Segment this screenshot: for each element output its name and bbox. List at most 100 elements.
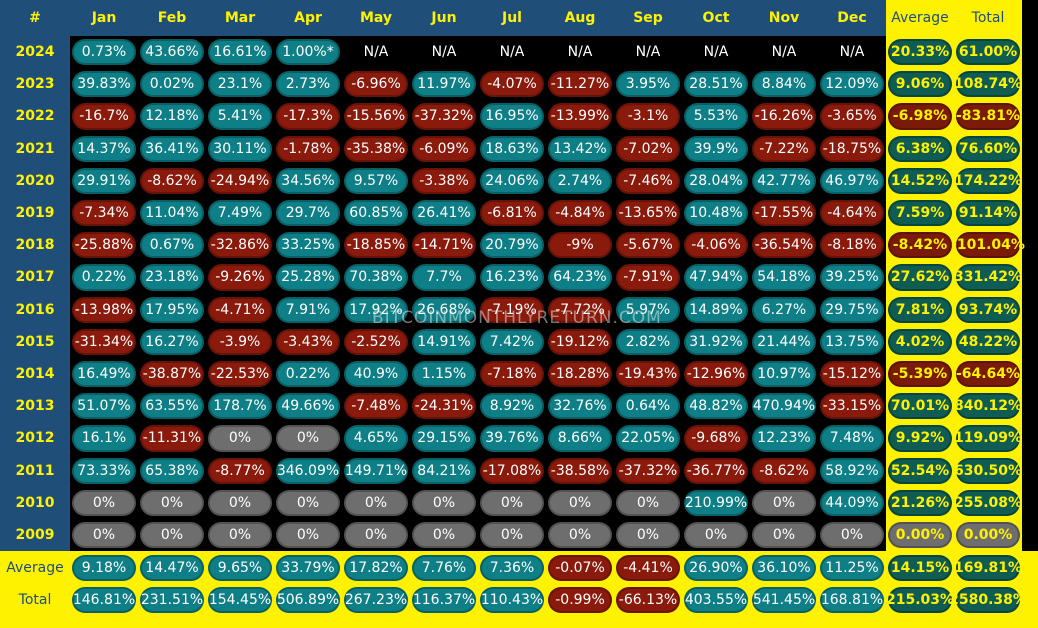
summary-total-aug: -0.99%	[548, 587, 612, 614]
return-cell-2020-dec: 46.97%	[820, 167, 884, 194]
return-cell-2019-feb: 11.04%	[140, 200, 204, 227]
return-cell-2015-oct: 31.92%	[684, 328, 748, 355]
return-cell-2017-oct: 47.94%	[684, 264, 748, 291]
return-cell-2024-sep: N/A	[635, 44, 661, 61]
return-cell-2016-oct: 14.89%	[684, 296, 748, 323]
return-cell-2015-mar: -3.9%	[208, 328, 272, 355]
month-header-jul: Jul	[478, 0, 546, 36]
return-cell-2021-jan: 14.37%	[72, 135, 136, 162]
total-cell-2011: 630.50%	[954, 457, 1022, 484]
return-cell-2019-may: 60.85%	[344, 200, 408, 227]
month-header-aug: Aug	[546, 0, 614, 36]
total-cell-2023: 108.74%	[954, 71, 1022, 98]
summary-average-feb: 14.47%	[140, 555, 204, 582]
return-cell-2010-oct: 210.99%	[684, 489, 748, 516]
return-cell-2014-mar: -22.53%	[208, 361, 272, 388]
month-header-dec: Dec	[818, 0, 886, 36]
return-cell-2009-nov: 0%	[752, 522, 816, 549]
total-cell-2024: 61.00%	[956, 39, 1020, 66]
return-cell-2014-jun: 1.15%	[412, 361, 476, 388]
return-cell-2013-jun: -24.31%	[412, 393, 476, 420]
return-cell-2022-dec: -3.65%	[820, 103, 884, 130]
total-cell-2014: -64.64%	[956, 361, 1020, 388]
year-label-2018: 2018	[0, 229, 70, 262]
return-cell-2024-jun: N/A	[431, 44, 457, 61]
summary-col-header-average: Average	[891, 10, 949, 26]
average-cell-2017: 27.62%	[888, 264, 952, 291]
return-cell-2017-jan: 0.22%	[72, 264, 136, 291]
return-cell-2021-apr: -1.78%	[276, 135, 340, 162]
return-cell-2014-sep: -19.43%	[616, 361, 680, 388]
return-cell-2020-aug: 2.74%	[548, 167, 612, 194]
return-cell-2022-nov: -16.26%	[752, 103, 816, 130]
return-cell-2020-nov: 42.77%	[752, 167, 816, 194]
year-label-2015: 2015	[0, 325, 70, 358]
year-label-2010: 2010	[0, 486, 70, 519]
return-cell-2011-mar: -8.77%	[208, 457, 272, 484]
return-cell-2010-dec: 44.09%	[820, 489, 884, 516]
summary-average-oct: 26.90%	[684, 555, 748, 582]
return-cell-2018-jan: -25.88%	[72, 232, 136, 259]
return-cell-2016-sep: 5.97%	[616, 296, 680, 323]
return-cell-2016-jul: -7.19%	[480, 296, 544, 323]
return-cell-2017-aug: 64.23%	[548, 264, 612, 291]
year-label-2020: 2020	[0, 164, 70, 197]
return-cell-2018-dec: -8.18%	[820, 232, 884, 259]
return-cell-2023-mar: 23.1%	[208, 71, 272, 98]
return-cell-2021-may: -35.38%	[344, 135, 408, 162]
return-cell-2019-nov: -17.55%	[752, 200, 816, 227]
return-cell-2019-jul: -6.81%	[480, 200, 544, 227]
return-cell-2021-mar: 30.11%	[208, 135, 272, 162]
return-cell-2017-may: 70.38%	[344, 264, 408, 291]
return-cell-2013-aug: 32.76%	[548, 393, 612, 420]
total-cell-2019: 91.14%	[956, 200, 1020, 227]
summary-total-mar: 154.45%	[208, 587, 272, 614]
total-cell-2021: 76.60%	[956, 135, 1020, 162]
return-cell-2020-apr: 34.56%	[276, 167, 340, 194]
return-cell-2018-jun: -14.71%	[412, 232, 476, 259]
summary-total-may: 267.23%	[344, 587, 408, 614]
return-cell-2022-may: -15.56%	[344, 103, 408, 130]
return-cell-2011-jan: 73.33%	[72, 457, 136, 484]
return-cell-2022-mar: 5.41%	[208, 103, 272, 130]
return-cell-2011-oct: -36.77%	[684, 457, 748, 484]
total-cell-2016: 93.74%	[956, 296, 1020, 323]
return-cell-2009-jan: 0%	[72, 522, 136, 549]
average-cell-2011: 52.54%	[888, 457, 952, 484]
return-cell-2017-mar: -9.26%	[208, 264, 272, 291]
return-cell-2011-aug: -38.58%	[548, 457, 612, 484]
return-cell-2020-oct: 28.04%	[684, 167, 748, 194]
return-cell-2014-apr: 0.22%	[276, 361, 340, 388]
return-cell-2021-sep: -7.02%	[616, 135, 680, 162]
return-cell-2021-oct: 39.9%	[684, 135, 748, 162]
return-cell-2016-feb: 17.95%	[140, 296, 204, 323]
average-cell-2015: 4.02%	[888, 328, 952, 355]
return-cell-2022-feb: 12.18%	[140, 103, 204, 130]
return-cell-2020-jul: 24.06%	[480, 167, 544, 194]
return-cell-2021-aug: 13.42%	[548, 135, 612, 162]
return-cell-2015-jun: 14.91%	[412, 328, 476, 355]
return-cell-2024-aug: N/A	[567, 44, 593, 61]
return-cell-2021-jun: -6.09%	[412, 135, 476, 162]
return-cell-2015-sep: 2.82%	[616, 328, 680, 355]
return-cell-2024-apr: 1.00%*	[276, 39, 340, 66]
return-cell-2009-dec: 0%	[820, 522, 884, 549]
return-cell-2009-oct: 0%	[684, 522, 748, 549]
return-cell-2015-nov: 21.44%	[752, 328, 816, 355]
return-cell-2012-jan: 16.1%	[72, 425, 136, 452]
average-cell-2013: 70.01%	[888, 393, 952, 420]
return-cell-2023-jan: 39.83%	[72, 71, 136, 98]
summary-average-sep: -4.41%	[616, 555, 680, 582]
return-cell-2020-may: 9.57%	[344, 167, 408, 194]
return-cell-2016-apr: 7.91%	[276, 296, 340, 323]
return-cell-2013-oct: 48.82%	[684, 393, 748, 420]
average-cell-2021: 6.38%	[888, 135, 952, 162]
return-cell-2013-mar: 178.7%	[208, 393, 272, 420]
return-cell-2009-jul: 0%	[480, 522, 544, 549]
return-cell-2019-sep: -13.65%	[616, 200, 680, 227]
summary-header-bar	[886, 0, 1022, 36]
return-cell-2010-jan: 0%	[72, 489, 136, 516]
return-cell-2023-jun: 11.97%	[412, 71, 476, 98]
average-cell-2022: -6.98%	[888, 103, 952, 130]
